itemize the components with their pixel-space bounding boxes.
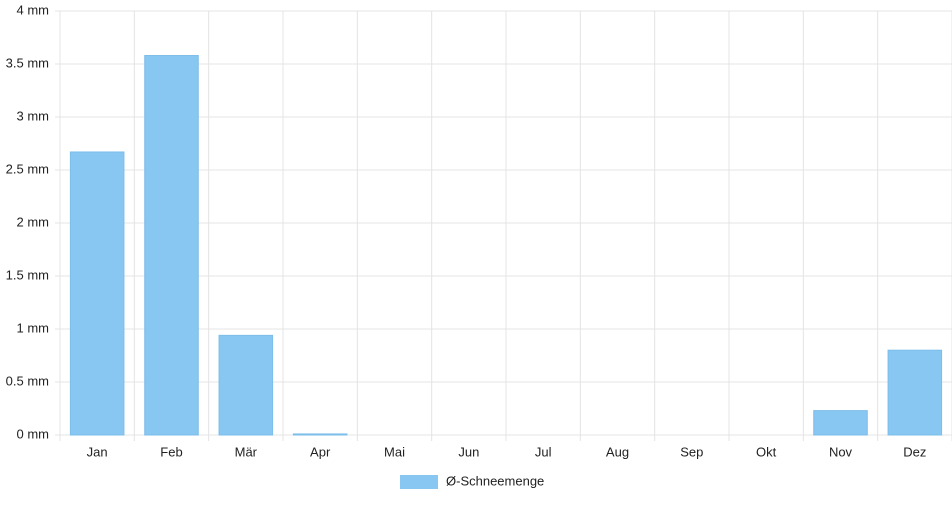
y-tick-label: 3 mm bbox=[17, 108, 50, 123]
x-tick-label: Aug bbox=[606, 444, 629, 459]
y-tick-label: 2 mm bbox=[17, 214, 50, 229]
legend-swatch bbox=[400, 475, 438, 489]
legend-label: Ø-Schneemenge bbox=[446, 473, 544, 488]
bar bbox=[292, 433, 348, 436]
x-tick-label: Sep bbox=[680, 444, 703, 459]
y-tick-label: 1 mm bbox=[17, 320, 50, 335]
bar bbox=[887, 349, 943, 436]
y-tick-label: 0.5 mm bbox=[6, 373, 49, 388]
bar bbox=[813, 410, 868, 436]
x-tick-label: Feb bbox=[160, 444, 182, 459]
x-tick-label: Jun bbox=[458, 444, 479, 459]
y-tick-label: 1.5 mm bbox=[6, 267, 49, 282]
bar bbox=[218, 334, 274, 436]
x-tick-label: Mär bbox=[235, 444, 258, 459]
x-tick-label: Okt bbox=[756, 444, 777, 459]
x-tick-label: Apr bbox=[310, 444, 331, 459]
bar bbox=[144, 55, 199, 436]
y-tick-label: 0 mm bbox=[17, 426, 50, 441]
bar bbox=[69, 151, 125, 436]
x-tick-label: Dez bbox=[903, 444, 926, 459]
x-tick-label: Mai bbox=[384, 444, 405, 459]
x-tick-label: Jul bbox=[535, 444, 552, 459]
y-tick-label: 3.5 mm bbox=[6, 55, 49, 70]
y-tick-label: 2.5 mm bbox=[6, 161, 49, 176]
x-tick-label: Jan bbox=[87, 444, 108, 459]
y-tick-label: 4 mm bbox=[17, 2, 50, 17]
x-tick-label: Nov bbox=[829, 444, 853, 459]
